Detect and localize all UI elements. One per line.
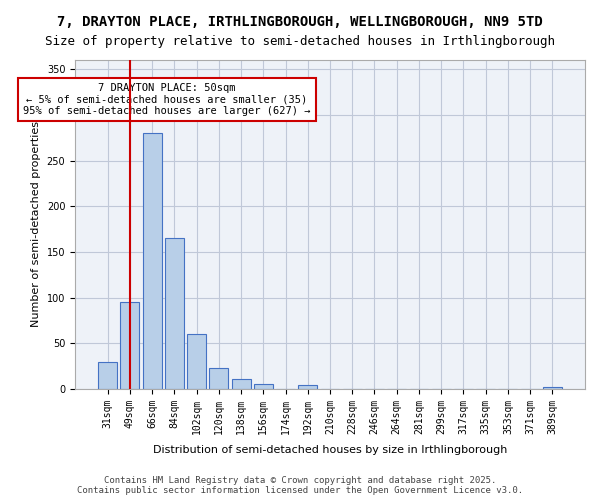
Bar [143,133,161,389]
Bar [121,302,139,389]
Bar [98,362,117,389]
Bar [298,386,317,389]
Bar [232,379,251,389]
Bar [187,334,206,389]
Text: 7, DRAYTON PLACE, IRTHLINGBOROUGH, WELLINGBOROUGH, NN9 5TD: 7, DRAYTON PLACE, IRTHLINGBOROUGH, WELLI… [57,15,543,29]
Bar [543,387,562,389]
Y-axis label: Number of semi-detached properties: Number of semi-detached properties [31,122,41,328]
X-axis label: Distribution of semi-detached houses by size in Irthlingborough: Distribution of semi-detached houses by … [153,445,507,455]
Bar [254,384,273,389]
Text: 7 DRAYTON PLACE: 50sqm
← 5% of semi-detached houses are smaller (35)
95% of semi: 7 DRAYTON PLACE: 50sqm ← 5% of semi-deta… [23,83,311,116]
Text: Contains HM Land Registry data © Crown copyright and database right 2025.
Contai: Contains HM Land Registry data © Crown c… [77,476,523,495]
Text: Size of property relative to semi-detached houses in Irthlingborough: Size of property relative to semi-detach… [45,35,555,48]
Bar [209,368,229,389]
Bar [165,238,184,389]
